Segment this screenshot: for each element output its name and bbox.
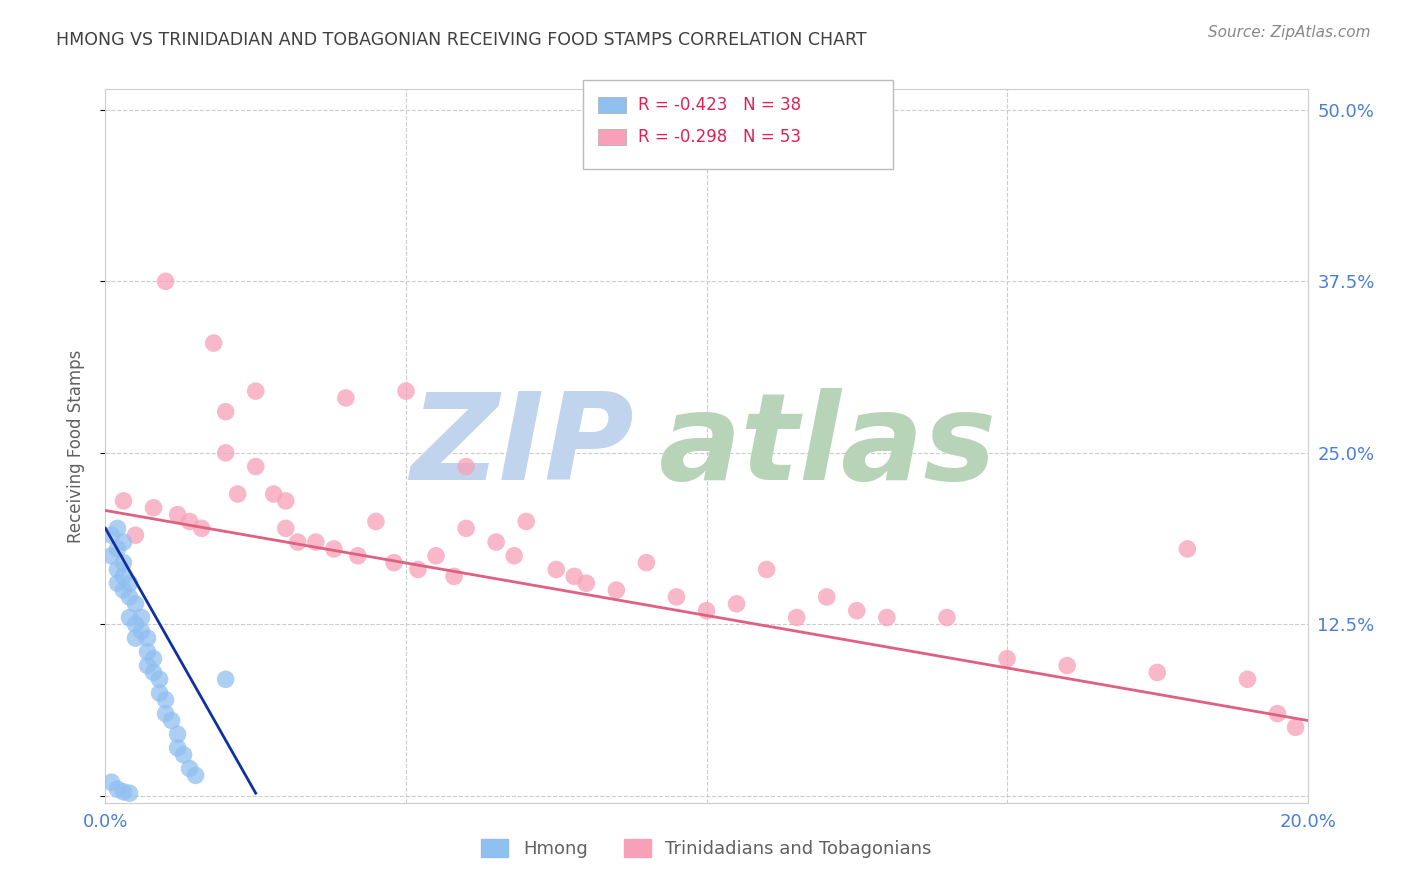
Point <box>725 597 748 611</box>
Point <box>112 556 135 570</box>
Point <box>1146 665 1168 680</box>
Point <box>214 673 236 687</box>
Text: R = -0.423   N = 38: R = -0.423 N = 38 <box>638 96 801 114</box>
Point <box>166 740 188 755</box>
Point <box>1236 673 1258 687</box>
Point <box>214 446 236 460</box>
Point <box>665 590 688 604</box>
Point <box>1175 541 1198 556</box>
Point <box>100 528 122 542</box>
Point <box>995 651 1018 665</box>
Point <box>155 706 177 721</box>
Point <box>274 521 297 535</box>
Point <box>124 617 146 632</box>
Y-axis label: Receiving Food Stamps: Receiving Food Stamps <box>66 350 84 542</box>
Point <box>107 521 129 535</box>
Point <box>1267 706 1289 721</box>
Point <box>202 336 225 351</box>
Point <box>936 610 959 624</box>
Point <box>100 775 122 789</box>
Text: Source: ZipAtlas.com: Source: ZipAtlas.com <box>1208 25 1371 40</box>
Point <box>454 459 477 474</box>
Point <box>382 556 405 570</box>
Point <box>118 610 141 624</box>
Point <box>190 521 212 535</box>
Point <box>786 610 808 624</box>
Point <box>575 576 598 591</box>
Point <box>605 583 627 598</box>
Point <box>179 515 201 529</box>
Point <box>515 515 537 529</box>
Point <box>184 768 207 782</box>
Legend: Hmong, Trinidadians and Tobagonians: Hmong, Trinidadians and Tobagonians <box>474 831 939 865</box>
Point <box>245 459 267 474</box>
Point <box>214 405 236 419</box>
Point <box>112 785 135 799</box>
Point <box>755 562 778 576</box>
Point <box>876 610 898 624</box>
Point <box>107 576 129 591</box>
Point <box>179 762 201 776</box>
Point <box>136 645 159 659</box>
Point <box>142 651 165 665</box>
Point <box>696 604 718 618</box>
Point <box>112 583 135 598</box>
Point <box>107 541 129 556</box>
Point <box>155 274 177 288</box>
Point <box>160 714 183 728</box>
Point <box>546 562 568 576</box>
Point <box>166 727 188 741</box>
Point <box>395 384 418 398</box>
Point <box>815 590 838 604</box>
Point <box>148 673 170 687</box>
Point <box>274 494 297 508</box>
Text: R = -0.298   N = 53: R = -0.298 N = 53 <box>638 128 801 146</box>
Point <box>136 658 159 673</box>
Point <box>305 535 328 549</box>
Point <box>166 508 188 522</box>
Point <box>136 631 159 645</box>
Point <box>347 549 370 563</box>
Point <box>173 747 195 762</box>
Point <box>131 610 153 624</box>
Point <box>107 562 129 576</box>
Point <box>118 590 141 604</box>
Point <box>335 391 357 405</box>
Point <box>112 494 135 508</box>
Point <box>1284 720 1306 734</box>
Text: ZIP: ZIP <box>411 387 634 505</box>
Point <box>107 782 129 797</box>
Point <box>425 549 447 563</box>
Point <box>562 569 585 583</box>
Point <box>1056 658 1078 673</box>
Point <box>322 541 344 556</box>
Point <box>142 665 165 680</box>
Point <box>155 693 177 707</box>
Point <box>118 576 141 591</box>
Point <box>148 686 170 700</box>
Point <box>503 549 526 563</box>
Point <box>131 624 153 639</box>
Point <box>124 597 146 611</box>
Point <box>118 786 141 800</box>
Text: atlas: atlas <box>658 387 997 505</box>
Point <box>112 569 135 583</box>
Point <box>263 487 285 501</box>
Point <box>245 384 267 398</box>
Point <box>124 631 146 645</box>
Point <box>124 528 146 542</box>
Point <box>100 549 122 563</box>
Point <box>454 521 477 535</box>
Point <box>406 562 429 576</box>
Text: HMONG VS TRINIDADIAN AND TOBAGONIAN RECEIVING FOOD STAMPS CORRELATION CHART: HMONG VS TRINIDADIAN AND TOBAGONIAN RECE… <box>56 31 868 49</box>
Point <box>226 487 249 501</box>
Point <box>636 556 658 570</box>
Point <box>364 515 387 529</box>
Point <box>443 569 465 583</box>
Point <box>287 535 309 549</box>
Point <box>112 535 135 549</box>
Point <box>142 500 165 515</box>
Point <box>845 604 868 618</box>
Point <box>485 535 508 549</box>
